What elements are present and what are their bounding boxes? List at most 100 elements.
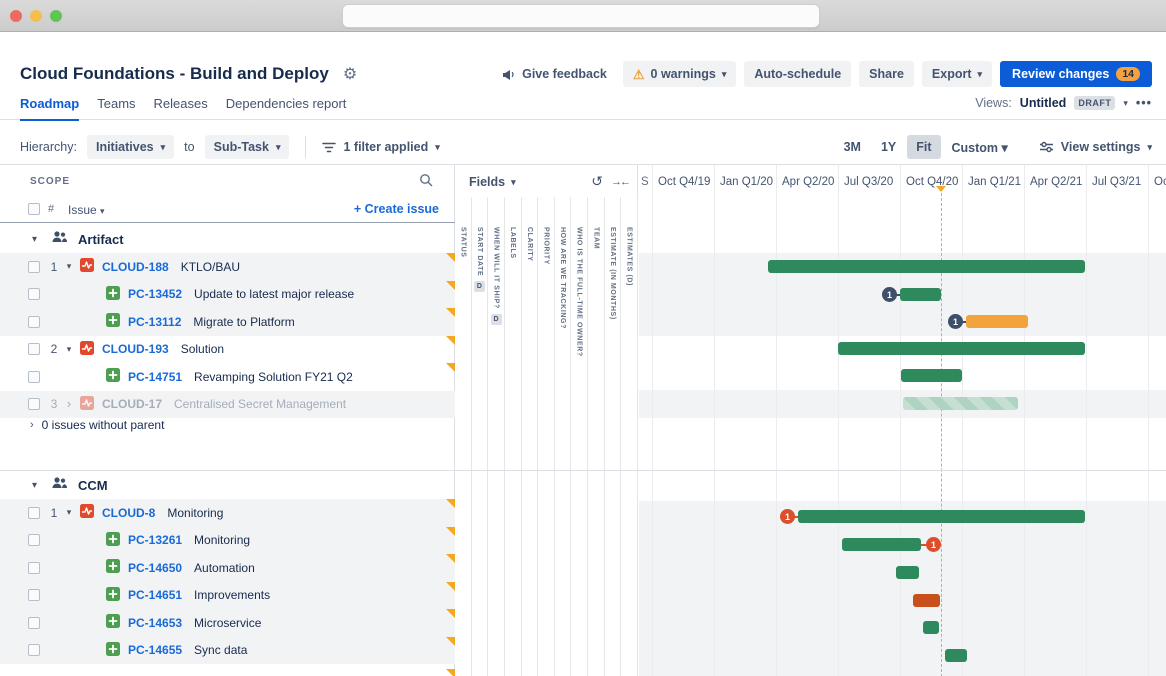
chevron-down-icon[interactable]: ▾ bbox=[32, 233, 38, 245]
close-window-button[interactable] bbox=[10, 10, 22, 22]
issue-key-link[interactable]: PC-14650 bbox=[128, 560, 183, 575]
gantt-bar-pc-13261[interactable] bbox=[842, 538, 921, 551]
orphan-issues-toggle[interactable]: › 0 issues without parent bbox=[30, 418, 164, 432]
group-header-artifact[interactable]: ▾ Artifact bbox=[0, 225, 455, 253]
review-changes-button[interactable]: Review changes 14 bbox=[1000, 61, 1152, 87]
auto-schedule-button[interactable]: Auto-schedule bbox=[744, 61, 852, 87]
issue-row-pc-14655[interactable]: PC-14655 Sync data bbox=[0, 636, 455, 664]
issue-key-link[interactable]: PC-14653 bbox=[128, 615, 183, 630]
minimize-window-button[interactable] bbox=[30, 10, 42, 22]
row-checkbox[interactable] bbox=[28, 561, 40, 574]
issue-key-link[interactable]: PC-14751 bbox=[128, 369, 183, 384]
gantt-bar-pc-14653[interactable] bbox=[923, 621, 939, 634]
gantt-bar-cloud-188[interactable] bbox=[768, 260, 1085, 273]
search-icon[interactable] bbox=[419, 173, 433, 187]
issue-key-link[interactable]: PC-13112 bbox=[128, 314, 182, 329]
zoom-3m[interactable]: 3M bbox=[843, 140, 861, 154]
row-checkbox[interactable] bbox=[28, 506, 40, 519]
dependency-badge[interactable]: 1 bbox=[882, 287, 897, 302]
tab-roadmap[interactable]: Roadmap bbox=[20, 96, 80, 121]
filter-applied-dropdown[interactable]: 1 filter applied ▾ bbox=[322, 140, 440, 154]
issue-row-pc-14650[interactable]: PC-14650 Automation bbox=[0, 554, 455, 582]
issue-key-link[interactable]: CLOUD-193 bbox=[102, 342, 169, 357]
hierarchy-from-dropdown[interactable]: Initiatives ▾ bbox=[86, 135, 175, 159]
issue-key-link[interactable]: CLOUD-8 bbox=[102, 505, 156, 520]
dependency-badge[interactable]: 1 bbox=[948, 314, 963, 329]
view-name[interactable]: Untitled bbox=[1019, 96, 1067, 110]
row-checkbox[interactable] bbox=[28, 260, 40, 273]
issue-row-pc-14653[interactable]: PC-14653 Microservice bbox=[0, 609, 455, 637]
view-settings-button[interactable]: View settings ▾ bbox=[1039, 140, 1152, 154]
row-checkbox[interactable] bbox=[28, 315, 40, 328]
row-checkbox[interactable] bbox=[28, 370, 40, 383]
row-checkbox[interactable] bbox=[28, 343, 40, 356]
issue-row-pc-13112[interactable]: PC-13112 Migrate to Platform bbox=[0, 308, 455, 336]
gantt-bar-pc-13112[interactable] bbox=[966, 315, 1028, 328]
zoom-1y[interactable]: 1Y bbox=[880, 140, 897, 154]
chevron-down-icon[interactable]: ▾ bbox=[1123, 97, 1128, 108]
tab-teams[interactable]: Teams bbox=[97, 96, 136, 111]
field-column-8: WHO IS THE FULL-TIME OWNER? bbox=[571, 197, 589, 676]
gantt-bar-cloud-8[interactable] bbox=[798, 510, 1085, 523]
chevron-right-icon[interactable]: › bbox=[66, 396, 72, 412]
chevron-down-icon[interactable]: ▾ bbox=[66, 343, 72, 354]
plan-settings-gear-icon[interactable]: ⚙ bbox=[342, 66, 358, 83]
issue-row-pc-14651[interactable]: PC-14651 Improvements bbox=[0, 581, 455, 609]
more-options-icon[interactable]: ••• bbox=[1135, 96, 1152, 110]
tab-dependencies-report[interactable]: Dependencies report bbox=[225, 96, 347, 111]
row-checkbox[interactable] bbox=[28, 589, 40, 602]
tab-releases[interactable]: Releases bbox=[153, 96, 208, 111]
issue-row-cloud-17[interactable]: 3 › CLOUD-17 Centralised Secret Management bbox=[0, 390, 455, 418]
chevron-down-icon[interactable]: ▾ bbox=[66, 261, 72, 272]
zoom-custom[interactable]: Custom ▾ bbox=[951, 140, 1008, 155]
gantt-bar-pc-14655[interactable] bbox=[945, 649, 967, 662]
hierarchy-to-dropdown[interactable]: Sub-Task ▾ bbox=[204, 135, 290, 159]
issue-row-pc-13261[interactable]: PC-13261 Monitoring bbox=[0, 526, 455, 554]
row-checkbox[interactable] bbox=[28, 616, 40, 629]
issue-column-header[interactable]: Issue ▾ bbox=[68, 203, 105, 217]
dependency-badge[interactable]: 1 bbox=[926, 537, 941, 552]
issue-key-link[interactable]: CLOUD-188 bbox=[102, 259, 169, 274]
give-feedback-button[interactable]: Give feedback bbox=[502, 67, 607, 81]
gantt-bar-cloud-193[interactable] bbox=[838, 342, 1085, 355]
issue-key-link[interactable]: PC-14655 bbox=[128, 643, 183, 658]
issue-column-label: Issue bbox=[68, 203, 97, 217]
create-issue-button[interactable]: + Create issue bbox=[353, 202, 439, 216]
warnings-button[interactable]: ⚠ 0 warnings ▾ bbox=[622, 61, 737, 87]
page-title: Cloud Foundations - Build and Deploy bbox=[20, 64, 329, 83]
chevron-down-icon[interactable]: ▾ bbox=[66, 507, 72, 518]
gantt-bar-cloud-17[interactable] bbox=[903, 397, 1018, 410]
gantt-bar-pc-14650[interactable] bbox=[896, 566, 919, 579]
zoom-fit[interactable]: Fit bbox=[907, 135, 941, 159]
address-bar[interactable] bbox=[342, 4, 820, 28]
chevron-down-icon[interactable]: ▾ bbox=[32, 479, 38, 491]
row-checkbox[interactable] bbox=[28, 534, 40, 547]
gantt-bar-wrap-cloud-188 bbox=[768, 260, 1085, 273]
field-dependency-badge: D bbox=[490, 313, 502, 325]
fullscreen-window-button[interactable] bbox=[50, 10, 62, 22]
gantt-bar-pc-14651[interactable] bbox=[913, 594, 940, 607]
group-header-ccm[interactable]: ▾ CCM bbox=[0, 471, 455, 499]
export-button[interactable]: Export ▾ bbox=[921, 61, 993, 87]
undo-icon[interactable]: ↺ bbox=[591, 173, 603, 189]
issue-row-cloud-8[interactable]: 1 ▾ CLOUD-8 Monitoring bbox=[0, 499, 455, 527]
issue-row-cloud-193[interactable]: 2 ▾ CLOUD-193 Solution bbox=[0, 335, 455, 364]
dependency-badge[interactable]: 1 bbox=[780, 509, 795, 524]
issue-row-pc-13452[interactable]: PC-13452 Update to latest major release bbox=[0, 280, 455, 308]
row-checkbox[interactable] bbox=[28, 398, 40, 411]
share-button[interactable]: Share bbox=[859, 61, 914, 87]
issue-key-link[interactable]: PC-14651 bbox=[128, 588, 183, 603]
collapse-columns-icon[interactable]: →← bbox=[611, 175, 631, 188]
issue-key-link[interactable]: PC-13261 bbox=[128, 533, 183, 548]
select-all-checkbox[interactable] bbox=[28, 203, 40, 215]
issue-row-cloud-188[interactable]: 1 ▾ CLOUD-188 KTLO/BAU bbox=[0, 253, 455, 281]
issue-key-link[interactable]: CLOUD-17 bbox=[102, 397, 163, 412]
hierarchy-to-value: Sub-Task bbox=[213, 140, 269, 154]
row-checkbox[interactable] bbox=[28, 288, 40, 301]
fields-dropdown[interactable]: Fields ▾ bbox=[469, 175, 516, 189]
issue-key-link[interactable]: PC-13452 bbox=[128, 287, 183, 302]
issue-row-pc-14751[interactable]: PC-14751 Revamping Solution FY21 Q2 bbox=[0, 363, 455, 391]
gantt-bar-pc-13452[interactable] bbox=[900, 288, 941, 301]
gantt-bar-pc-14751[interactable] bbox=[901, 369, 962, 382]
row-checkbox[interactable] bbox=[28, 644, 40, 657]
